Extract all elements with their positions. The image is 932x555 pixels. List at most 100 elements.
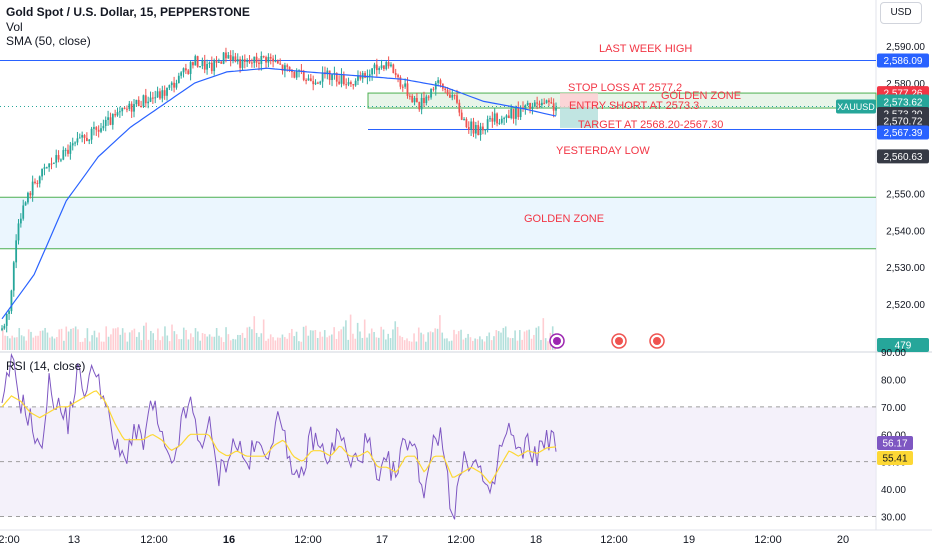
candle-body: [272, 58, 275, 62]
candle-body: [427, 96, 430, 98]
volume-bar: [352, 333, 354, 350]
event-us-flag-icon-2-dot: [653, 337, 661, 345]
rsi-legend[interactable]: RSI (14, close): [6, 359, 86, 373]
symbol-title[interactable]: Gold Spot / U.S. Dollar, 15, PEPPERSTONE: [6, 5, 250, 19]
volume-bar: [497, 331, 500, 350]
candle-body: [326, 70, 329, 75]
candle-body: [95, 127, 98, 130]
currency-button[interactable]: USD: [880, 2, 922, 24]
volume-bar: [535, 327, 538, 350]
volume-bar: [79, 341, 82, 350]
candle-body: [274, 60, 277, 62]
candle-body: [291, 70, 293, 73]
sma-legend[interactable]: SMA (50, close): [6, 34, 91, 48]
volume-bar: [96, 337, 98, 350]
volume-bar: [469, 337, 472, 350]
volume-bar: [460, 329, 462, 350]
volume-bar: [415, 341, 418, 350]
chart-title: Gold Spot / U.S. Dollar, 15, PEPPERSTONE: [6, 4, 250, 20]
volume-bar: [77, 329, 79, 350]
candle-body: [321, 72, 324, 82]
badge-rsi-bg: [877, 436, 913, 450]
volume-bar: [286, 338, 288, 350]
volume-bar: [39, 330, 42, 350]
volume-bar: [276, 337, 279, 350]
candle-body: [550, 102, 553, 104]
candle-body: [507, 115, 510, 119]
badge-stop-loss: 2,577.26: [884, 89, 923, 100]
candle-body: [31, 181, 34, 196]
candle-body: [338, 81, 341, 84]
volume-bar: [410, 341, 413, 350]
volume-bar: [349, 314, 352, 350]
candle-body: [213, 60, 216, 72]
volume-bar: [147, 339, 150, 350]
candle-body: [276, 60, 279, 64]
volume-bar: [368, 333, 371, 350]
volume-bar: [199, 340, 201, 350]
event-lightning-icon-dot: [553, 337, 561, 345]
candle-body: [55, 155, 58, 163]
volume-bar: [380, 326, 382, 350]
candle-body: [479, 126, 482, 135]
candle-body: [439, 80, 442, 84]
volume-bar: [490, 340, 493, 350]
candle-body: [142, 95, 145, 107]
volume-bar: [413, 333, 415, 350]
candle-body: [241, 59, 244, 68]
candle-body: [418, 102, 421, 110]
candle-body: [378, 68, 381, 71]
volume-bar: [173, 331, 176, 350]
candle-body: [316, 82, 319, 84]
volume-bar: [84, 338, 86, 350]
volume-bar: [244, 337, 246, 350]
candle-body: [196, 56, 199, 67]
badge-rsi-value: 56.17: [882, 439, 907, 450]
candle-body: [458, 102, 461, 113]
volume-bar: [373, 332, 375, 350]
candle-body: [335, 72, 338, 82]
volume-bar: [429, 331, 432, 350]
candle-body: [36, 183, 39, 185]
candle-body: [385, 62, 388, 69]
badge-target-bg: [877, 149, 929, 164]
volume-bar: [213, 336, 216, 350]
candle-body: [533, 102, 536, 107]
badge-rsi-ma-value: 55.41: [882, 454, 907, 465]
volume-bar: [128, 332, 131, 350]
candle-body: [401, 86, 404, 88]
candle-body: [364, 73, 366, 78]
candle-body: [260, 55, 263, 65]
volume-bar: [523, 331, 526, 350]
candle-body: [67, 149, 69, 154]
volume-bar: [166, 335, 169, 350]
candle-body: [555, 107, 557, 111]
volume-bar: [453, 329, 455, 350]
candle-body: [423, 97, 425, 103]
volume-bar: [443, 338, 446, 350]
time-tick-label: 12:00: [754, 534, 782, 546]
volume-bar: [161, 336, 164, 350]
candle-body: [85, 137, 88, 142]
badge-symbol-bg: [836, 99, 876, 114]
volume-bar: [124, 332, 126, 350]
candle-body: [387, 62, 390, 67]
candle-body: [392, 64, 395, 73]
volume-bar: [314, 330, 317, 350]
volume-bar: [326, 337, 328, 350]
candle-body: [529, 102, 531, 109]
candle-body: [64, 149, 67, 151]
candle-body: [203, 60, 206, 70]
candle-body: [552, 103, 555, 111]
event-us-flag-icon-dot: [615, 337, 623, 345]
price-tick-label: 2,540.00: [886, 226, 925, 237]
candle-body: [248, 60, 251, 63]
candle-body: [187, 70, 190, 74]
volume-legend[interactable]: Vol: [6, 20, 23, 34]
candle-body: [434, 82, 437, 90]
candle-body: [453, 95, 456, 97]
volume-bar: [135, 336, 138, 350]
candle-body: [45, 167, 48, 169]
volume-bar: [521, 339, 523, 350]
